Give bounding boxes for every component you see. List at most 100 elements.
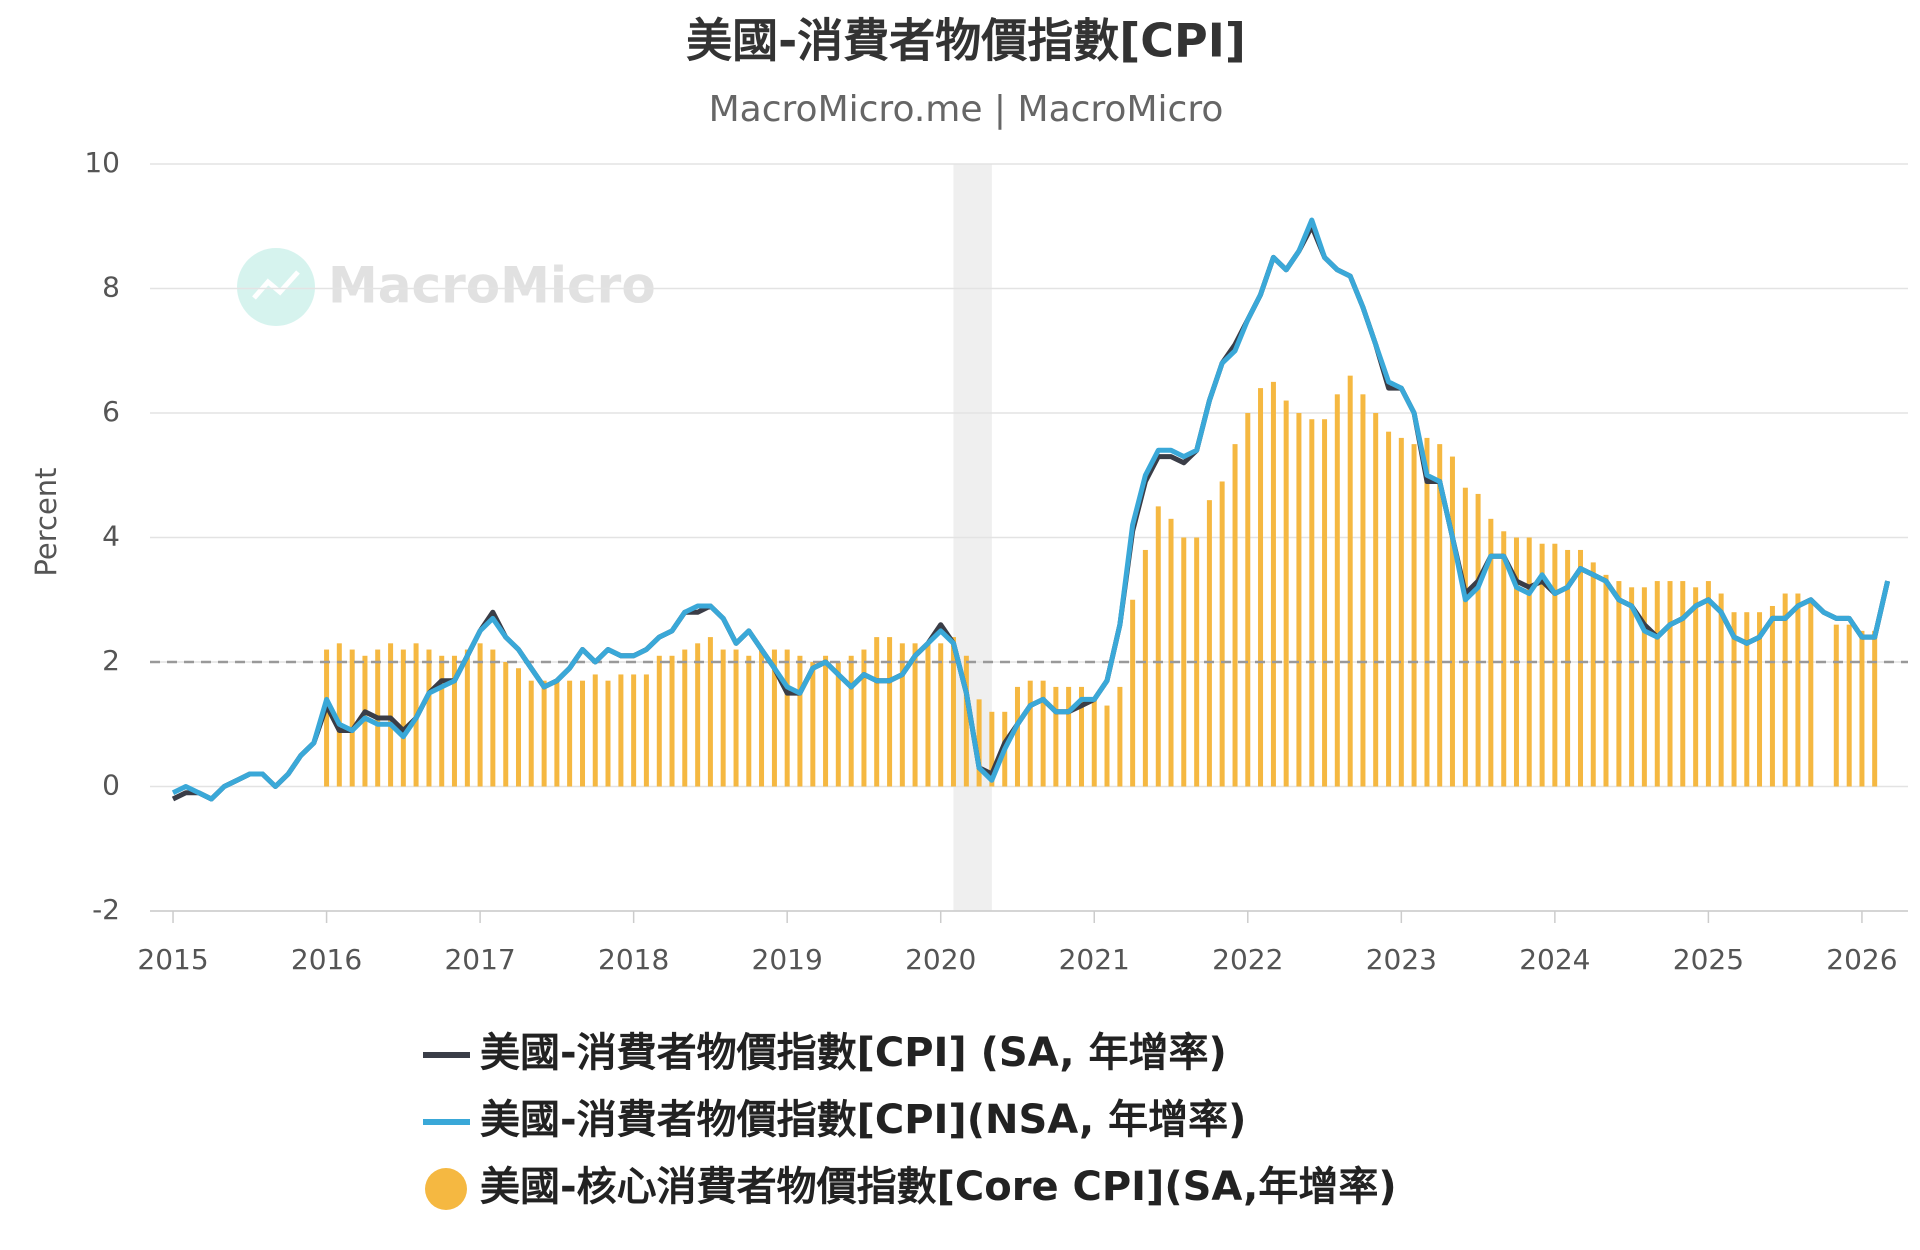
bar [1616, 581, 1622, 787]
bar [874, 637, 880, 787]
chart-title: 美國-消費者物價指數[CPI] [686, 14, 1246, 68]
legend-item: 美國-核心消費者物價指數[Core CPI](SA,年增率) [425, 1164, 1397, 1210]
x-tick-label: 2024 [1519, 943, 1590, 976]
y-axis-label: Percent [29, 467, 63, 576]
bar [1641, 587, 1647, 787]
bar [989, 711, 995, 787]
bar [1219, 481, 1225, 787]
bar [1539, 543, 1545, 787]
bar [835, 662, 841, 787]
bar [1731, 612, 1737, 787]
watermark-logo [237, 248, 315, 326]
bar [1245, 413, 1251, 787]
bar [1091, 699, 1097, 787]
y-tick-label: 8 [102, 271, 120, 304]
bar [554, 680, 560, 787]
bar [771, 649, 777, 787]
bar [1808, 599, 1814, 787]
bar [1411, 444, 1417, 787]
x-tick-label: 2016 [291, 943, 362, 976]
bar [1488, 518, 1494, 787]
bar [1117, 686, 1123, 787]
x-tick-label: 2017 [444, 943, 515, 976]
legend-label: 美國-核心消費者物價指數[Core CPI](SA,年增率) [480, 1164, 1397, 1210]
y-tick-label: 4 [102, 520, 120, 553]
bar [1757, 612, 1763, 787]
y-tick-label: -2 [92, 893, 120, 926]
bar [1334, 394, 1340, 787]
bar [1270, 381, 1276, 787]
bar [1014, 686, 1020, 787]
x-tick-label: 2015 [137, 943, 208, 976]
bar [515, 668, 521, 787]
bar [1565, 549, 1571, 787]
bar [464, 649, 470, 787]
bar [1718, 593, 1724, 787]
bar [1629, 587, 1635, 787]
bar [1258, 388, 1264, 787]
bar [1744, 612, 1750, 787]
bar [925, 643, 931, 787]
bar [1322, 419, 1328, 787]
bar [682, 649, 688, 787]
bar [1667, 581, 1673, 787]
bar [1603, 574, 1609, 787]
watermark-text: MacroMicro [328, 257, 656, 315]
bar [669, 655, 675, 787]
bar [656, 655, 662, 787]
bar [784, 649, 790, 787]
bar [1347, 375, 1353, 787]
bar [592, 674, 598, 787]
bar [324, 649, 330, 787]
bar [1872, 630, 1878, 787]
bar [1590, 562, 1596, 787]
x-tick-label: 2025 [1673, 943, 1744, 976]
x-tick-label: 2019 [752, 943, 823, 976]
bar [1782, 593, 1788, 787]
bar [1283, 400, 1289, 787]
bar [349, 649, 355, 787]
bar [580, 680, 586, 787]
bar [643, 674, 649, 787]
y-tick-label: 0 [102, 769, 120, 802]
bar [1181, 537, 1187, 787]
bar [1206, 500, 1212, 787]
bar [912, 643, 918, 787]
x-tick-label: 2021 [1059, 943, 1130, 976]
bar [541, 680, 547, 787]
bar [1859, 630, 1865, 787]
bar [1053, 686, 1059, 787]
bar [976, 699, 982, 787]
bar [1449, 456, 1455, 787]
bar [605, 680, 611, 787]
bar [759, 649, 765, 787]
bar [1142, 549, 1148, 787]
bar [950, 637, 956, 787]
bar [1552, 543, 1558, 787]
bar [490, 649, 496, 787]
x-tick-label: 2026 [1826, 943, 1897, 976]
x-tick-label: 2022 [1212, 943, 1283, 976]
bar [1040, 680, 1046, 787]
bar [823, 655, 829, 787]
bar [899, 643, 905, 787]
legend-label: 美國-消費者物價指數[CPI] (SA, 年增率) [480, 1030, 1227, 1076]
y-tick-label: 6 [102, 395, 120, 428]
bar [1373, 413, 1379, 787]
bar [503, 662, 509, 787]
bar [631, 674, 637, 787]
bar [938, 643, 944, 787]
bar [388, 643, 394, 787]
legend-item: 美國-消費者物價指數[CPI](NSA, 年增率) [423, 1097, 1246, 1143]
chart-subtitle: MacroMicro.me | MacroMicro [709, 89, 1224, 130]
bar [426, 649, 432, 787]
bar [1386, 431, 1392, 787]
bar [1501, 531, 1507, 787]
bar [1769, 605, 1775, 787]
bar [1437, 444, 1443, 787]
bar [528, 680, 534, 787]
line [171, 217, 1891, 802]
bar [451, 655, 457, 787]
bar [1309, 419, 1315, 787]
